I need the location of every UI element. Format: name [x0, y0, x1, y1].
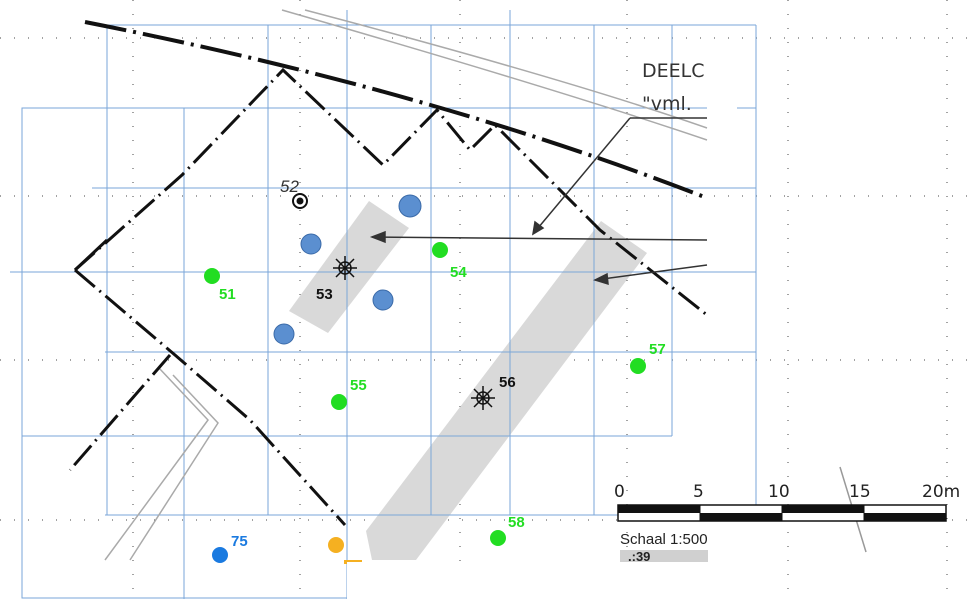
blue-feature[interactable]	[273, 323, 295, 345]
point-53-label: 53	[316, 286, 333, 303]
blue-feature[interactable]	[372, 289, 394, 311]
point-52[interactable]: 52	[280, 177, 308, 209]
point-56-label: 56	[499, 374, 516, 391]
scale-tick-20m: 20m	[922, 482, 960, 502]
point-54-label: 54	[450, 264, 467, 281]
scale-tick-10: 10	[768, 482, 790, 502]
scale-bar: 0 5 10 15 20m Schaal 1:500 .:39	[614, 466, 960, 564]
scale-tick-0: 0	[614, 482, 625, 502]
blue-feature[interactable]	[398, 194, 422, 218]
point-54[interactable]: 54	[432, 242, 467, 281]
scale-tick-5: 5	[693, 482, 704, 502]
point-75[interactable]: 75	[212, 533, 248, 563]
point-57-label: 57	[649, 341, 666, 358]
point-51[interactable]: 51	[204, 268, 236, 303]
point-57[interactable]: 57	[630, 341, 666, 374]
point-53[interactable]: 53	[316, 256, 357, 303]
boundary-lines	[68, 20, 708, 527]
point-55-label: 55	[350, 377, 367, 394]
point-51-label: 51	[219, 286, 236, 303]
point-52-label: 52	[280, 177, 299, 196]
plan-title-line1: DEELC	[642, 60, 705, 82]
blue-feature[interactable]	[300, 233, 322, 255]
plan-title-line2: "vml.	[642, 93, 692, 115]
scale-partial-label: .:39	[628, 549, 650, 564]
point-58[interactable]: 58	[490, 514, 525, 546]
point-75-label: 75	[231, 533, 248, 550]
scale-tick-15: 15	[849, 482, 871, 502]
blue-features	[273, 194, 422, 345]
point-56[interactable]: 56	[471, 374, 516, 410]
point-55[interactable]: 55	[331, 377, 367, 410]
arrows	[369, 117, 708, 286]
road-lines	[104, 9, 708, 561]
point-58-label: 58	[508, 514, 525, 531]
scale-caption: Schaal 1:500	[620, 531, 708, 548]
strip-south	[366, 221, 647, 560]
survey-grid	[10, 10, 757, 599]
